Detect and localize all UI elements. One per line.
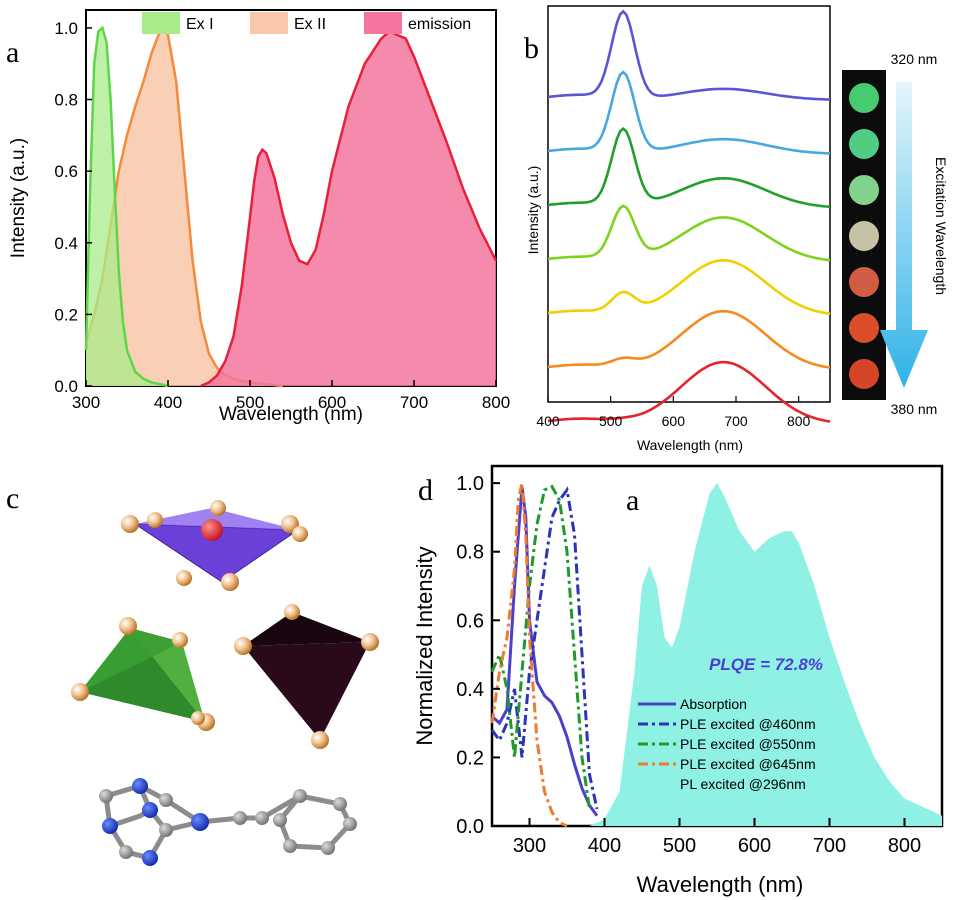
x-tick-label: 300 <box>513 835 546 857</box>
x-tick-label: 500 <box>236 393 264 412</box>
x-tick-label: 400 <box>154 393 182 412</box>
x-tick-label: 800 <box>888 835 921 857</box>
x-tick-label: 700 <box>813 835 846 857</box>
series-line-absorption <box>490 486 599 817</box>
panel-a-x-axis-label: Wavelength (nm) <box>219 404 363 425</box>
x-tick-label: 500 <box>599 413 623 429</box>
x-tick-label: 400 <box>536 413 560 429</box>
y-tick-label: 0.6 <box>456 610 484 632</box>
panel-d-inset-label: a <box>626 484 639 517</box>
x-tick-label: 500 <box>663 835 696 857</box>
y-tick-label: 0.8 <box>54 91 78 110</box>
y-tick-label: 0.4 <box>54 234 78 253</box>
spectrum-line-2 <box>547 70 831 155</box>
y-tick-label: 0.0 <box>54 377 78 396</box>
panel-label-a: a <box>6 36 19 69</box>
spectrum-line-4 <box>547 204 831 262</box>
spectrum-line-6 <box>547 309 831 369</box>
panel-d-ticks: 300 400 500 600 700 800 0.0 0.2 0.4 0.6 0.8 1.0 <box>456 473 921 857</box>
series-line-emission <box>200 30 498 388</box>
emission-photo-dots <box>849 83 879 389</box>
excitation-start-label: 320 nm <box>891 51 938 67</box>
legend-label-ex-i: Ex I <box>186 16 214 33</box>
series-area-ex-ii <box>86 27 283 387</box>
panel-d-x-axis-label: Wavelength (nm) <box>637 872 804 897</box>
x-tick-label: 800 <box>787 413 811 429</box>
x-tick-label: 700 <box>400 393 428 412</box>
plqe-annotation: PLQE = 72.8% <box>709 655 823 674</box>
legend-label-pl-excited-296nm: PL excited @296nm <box>680 776 806 792</box>
panel-b-y-axis-label: Intensity (a.u.) <box>525 166 541 255</box>
x-tick-label: 700 <box>724 413 748 429</box>
legend-swatch-emission <box>364 12 402 34</box>
emission-photo-dot <box>849 267 879 297</box>
panel-a-ticks: 300 400 500 600 700 800 0.0 0.2 0.4 0.6 0.8 1.0 <box>54 19 510 412</box>
legend-label-emission: emission <box>408 16 471 33</box>
legend-label-absorption: Absorption <box>680 696 747 712</box>
panel-label-d: d <box>418 474 433 507</box>
panel-b-frame <box>547 5 831 403</box>
x-tick-label: 600 <box>318 393 346 412</box>
panel-label-c: c <box>6 482 19 515</box>
legend-swatch-ex-i <box>142 12 180 34</box>
x-tick-label: 600 <box>738 835 771 857</box>
panel-b-series-group <box>547 9 831 423</box>
legend-label-ple-excited-645nm: PLE excited @645nm <box>680 756 816 772</box>
series-line-ple-excited-460nm <box>490 486 599 810</box>
panel-a-series-group <box>84 25 498 388</box>
spectrum-line-7 <box>547 360 831 423</box>
x-tick-label: 800 <box>482 393 510 412</box>
series-line-ex-i <box>84 25 169 388</box>
series-line-ple-excited-645nm <box>490 482 568 828</box>
series-area-emission <box>200 31 497 386</box>
y-tick-label: 0.2 <box>54 305 78 324</box>
tetrahedron-purple <box>121 500 308 591</box>
y-tick-label: 0.0 <box>456 816 484 838</box>
excitation-end-label: 380 nm <box>891 401 938 417</box>
panel-d-y-axis-label: Normalized Intensity <box>412 546 437 745</box>
y-tick-label: 1.0 <box>456 473 484 495</box>
emission-photo-dot <box>849 221 879 251</box>
y-tick-label: 1.0 <box>54 19 78 38</box>
series-area-pl-excited-296nm <box>589 483 942 826</box>
panel-c-structures <box>71 500 379 866</box>
excitation-arrow <box>880 82 928 388</box>
panel-d-chart: Absorption PLE excited @460nm PLE excited … <box>412 464 944 897</box>
panel-a-legend: Ex I Ex II emission <box>142 12 471 34</box>
panel-b-chart: 400 500 600 700 800 Wavelength (nm) Intensit… <box>525 5 949 453</box>
x-tick-label: 300 <box>72 393 100 412</box>
panel-label-b: b <box>524 32 539 65</box>
panel-d-series-group <box>490 482 942 828</box>
legend-label-ex-ii: Ex II <box>294 16 326 33</box>
legend-label-ple-excited-550nm: PLE excited @550nm <box>680 736 816 752</box>
tetrahedron-dark <box>234 604 379 749</box>
panel-a-chart: Ex I Ex II emission 300 400 500 600 700 800 0.0 0… <box>8 9 510 425</box>
y-tick-label: 0.8 <box>456 542 484 564</box>
panel-b-ticks: 400 500 600 700 800 <box>536 396 811 429</box>
legend-swatch-ex-ii <box>250 12 288 34</box>
panel-a-y-axis-label: Intensity (a.u.) <box>8 138 29 258</box>
tetrahedron-green <box>71 617 215 731</box>
x-tick-label: 400 <box>588 835 621 857</box>
series-area-ex-i <box>86 27 168 387</box>
y-tick-label: 0.2 <box>456 747 484 769</box>
y-tick-label: 0.6 <box>54 162 78 181</box>
spectrum-line-1 <box>547 9 830 101</box>
legend-label-ple-excited-460nm: PLE excited @460nm <box>680 716 816 732</box>
x-tick-label: 600 <box>662 413 686 429</box>
spectrum-line-3 <box>547 126 831 209</box>
ligand-ball-and-stick <box>99 778 357 866</box>
emission-photo-dot <box>849 359 879 389</box>
panel-b-x-axis-label: Wavelength (nm) <box>637 437 743 453</box>
emission-photo-dot <box>849 83 879 113</box>
emission-photo-dot <box>849 313 879 343</box>
series-line-ple-excited-550nm <box>490 484 591 810</box>
emission-photo-dot <box>849 175 879 205</box>
y-tick-label: 0.4 <box>456 679 484 701</box>
panel-d-legend: Absorption PLE excited @460nm PLE excited … <box>638 696 816 792</box>
excitation-arrow-label: Excitation Wavelength <box>933 157 949 295</box>
emission-photo-dot <box>849 129 879 159</box>
spectrum-line-5 <box>547 258 831 315</box>
